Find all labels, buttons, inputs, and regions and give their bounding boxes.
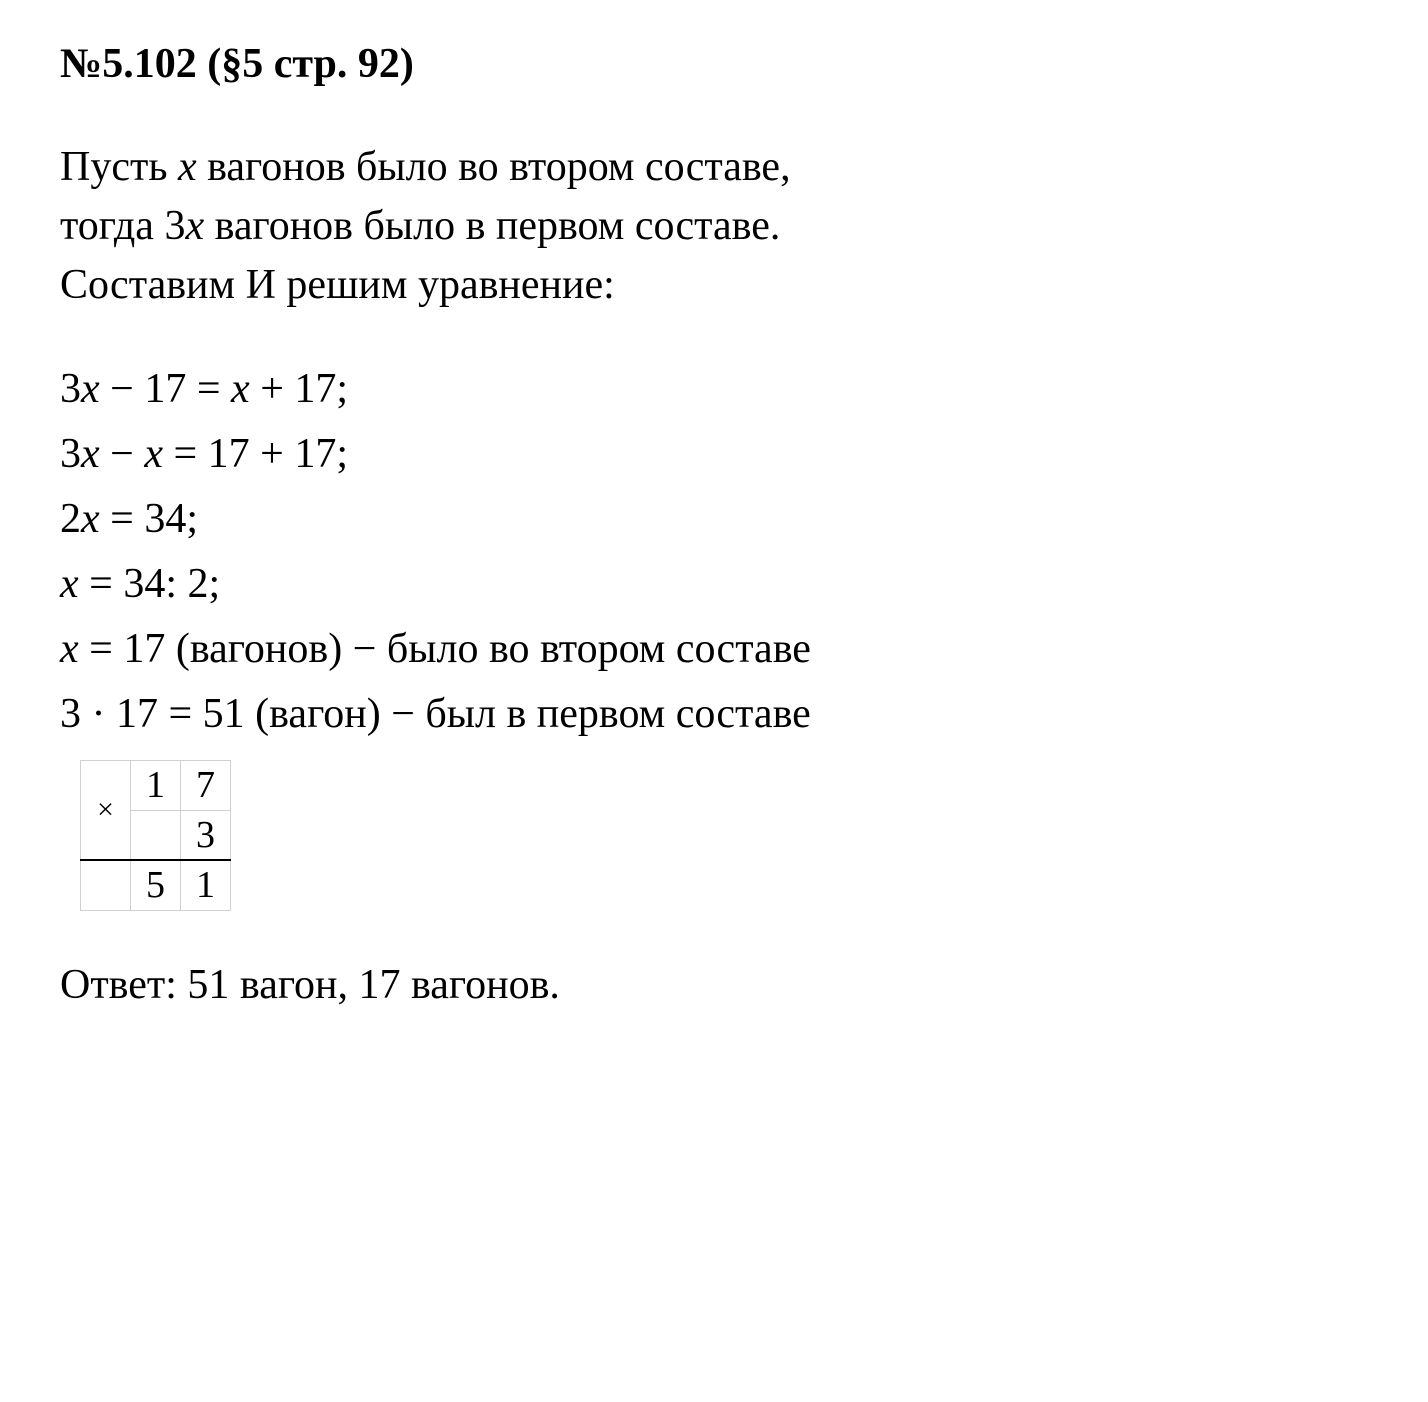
intro-l2-b: вагонов было в первом составе.	[204, 203, 780, 249]
eq-line-2: 3x − x = 17 + 17;	[60, 424, 1368, 485]
eq5-a: = 17 (вагонов) − было во втором составе	[79, 626, 811, 672]
eq2-c: = 17 + 17;	[163, 431, 348, 477]
mult-r3c2: 5	[131, 860, 181, 910]
eq1-c: + 17;	[250, 366, 348, 412]
multiplication-table: × 1 7 3 5 1	[80, 760, 231, 911]
mult-r1c2: 1	[131, 760, 181, 810]
equations-block: 3x − 17 = x + 17; 3x − x = 17 + 17; 2x =…	[60, 359, 1368, 744]
eq2-a: 3	[60, 431, 81, 477]
intro-line-3: Составим И решим уравнение:	[60, 256, 1368, 315]
eq1-x2: x	[231, 366, 250, 412]
exercise-heading: №5.102 (§5 стр. 92)	[60, 40, 1368, 88]
intro-text: Пусть x вагонов было во втором составе, …	[60, 138, 1368, 314]
intro-l1-b: вагонов было во втором составе,	[197, 144, 791, 190]
eq1-b: − 17 =	[100, 366, 231, 412]
times-sign: ×	[81, 760, 131, 860]
eq1-x1: x	[81, 366, 100, 412]
eq-line-4: x = 34: 2;	[60, 554, 1368, 615]
mult-r2c3: 3	[181, 810, 231, 860]
intro-l1-x: x	[178, 144, 197, 190]
table-row: × 1 7	[81, 760, 231, 810]
intro-line-2: тогда 3x вагонов было в первом составе.	[60, 197, 1368, 256]
eq3-b: = 34;	[100, 496, 198, 542]
eq4-a: = 34: 2;	[79, 561, 221, 607]
mult-r1c3: 7	[181, 760, 231, 810]
eq2-x1: x	[81, 431, 100, 477]
eq-line-5: x = 17 (вагонов) − было во втором состав…	[60, 619, 1368, 680]
eq3-x: x	[81, 496, 100, 542]
intro-line-1: Пусть x вагонов было во втором составе,	[60, 138, 1368, 197]
intro-l2-x: x	[185, 203, 204, 249]
eq2-x2: x	[144, 431, 163, 477]
mult-r3c3: 1	[181, 860, 231, 910]
eq-line-1: 3x − 17 = x + 17;	[60, 359, 1368, 420]
intro-l1-a: Пусть	[60, 144, 178, 190]
eq3-a: 2	[60, 496, 81, 542]
eq2-b: −	[100, 431, 145, 477]
mult-r3c1	[81, 860, 131, 910]
eq1-a: 3	[60, 366, 81, 412]
eq5-x: x	[60, 626, 79, 672]
eq-line-3: 2x = 34;	[60, 489, 1368, 550]
eq4-x: x	[60, 561, 79, 607]
answer-text: Ответ: 51 вагон, 17 вагонов.	[60, 961, 1368, 1009]
mult-r2c2	[131, 810, 181, 860]
table-row: 5 1	[81, 860, 231, 910]
intro-l2-a: тогда 3	[60, 203, 185, 249]
eq-line-6: 3 · 17 = 51 (вагон) − был в первом соста…	[60, 684, 1368, 745]
